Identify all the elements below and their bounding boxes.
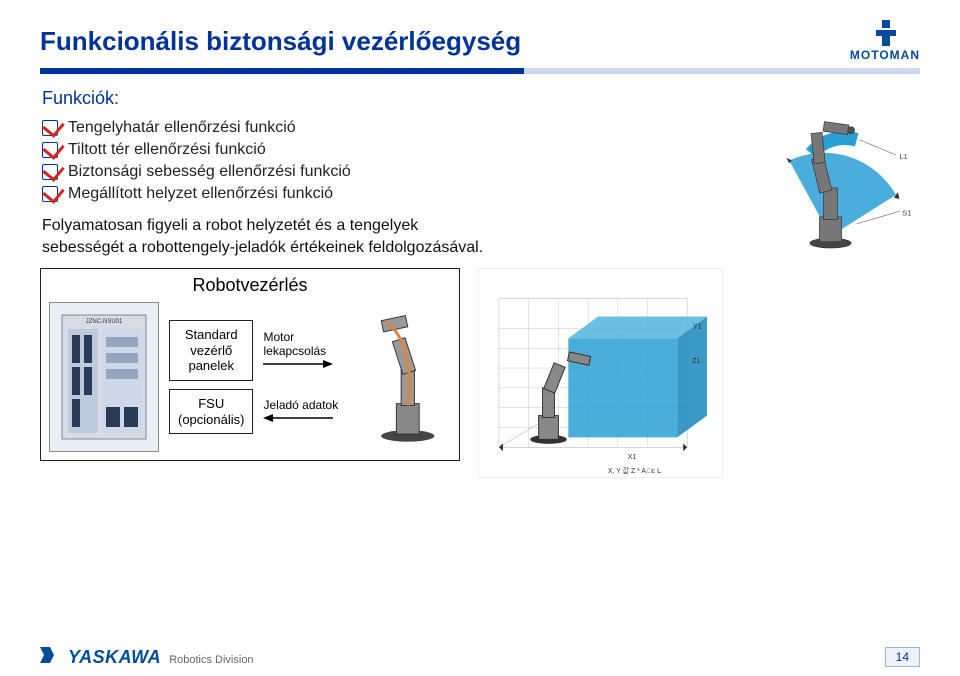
- label-l1: L1: [899, 152, 907, 161]
- cube-shape: [568, 317, 707, 438]
- bullet-item: Megállított helyzet ellenőrzési funkció: [42, 185, 723, 203]
- diagram-title: Robotvezérlés: [49, 275, 451, 296]
- motoman-brand-text: MOTOMAN: [850, 48, 920, 62]
- bullet-list: Tengelyhatár ellenőrzési funkció Tiltott…: [40, 119, 723, 203]
- arrow-left-icon: [263, 412, 333, 424]
- axis-note: X, Y 값 Z * A □c L: [608, 467, 661, 475]
- svg-text:X1: X1: [628, 454, 637, 461]
- footer-division: Robotics Division: [169, 654, 253, 666]
- bullet-text: Tengelyhatár ellenőrzési funkció: [68, 119, 296, 137]
- yaskawa-icon: [40, 647, 60, 663]
- check-icon: [42, 164, 58, 180]
- svg-text:Y1: Y1: [693, 324, 702, 331]
- label-s1: S1: [902, 209, 911, 218]
- footer-company: YASKAWA: [68, 647, 161, 668]
- svg-text:Z1: Z1: [692, 358, 700, 365]
- bullet-text: Tiltott tér ellenőrzési funkció: [68, 141, 266, 159]
- slide-title: Funkcionális biztonsági vezérlőegység: [40, 26, 521, 57]
- cube-zone-figure: Z1 Y1 X1 X, Y 값 Z * A □c L: [478, 268, 723, 478]
- check-icon: [42, 142, 58, 158]
- svg-text:JZNC-NSU01: JZNC-NSU01: [86, 319, 123, 325]
- bullet-item: Biztonsági sebesség ellenőrzési funkció: [42, 163, 723, 181]
- bullet-item: Tengelyhatár ellenőrzési funkció: [42, 119, 723, 137]
- robot-range-figure: L1 S1: [741, 88, 920, 288]
- check-icon: [42, 120, 58, 136]
- control-diagram: Robotvezérlés JZNC-NSU01: [40, 268, 460, 461]
- motoman-icon: [868, 20, 902, 46]
- title-underline: [40, 68, 920, 74]
- panel-standard: Standard vezérlő panelek: [169, 320, 253, 381]
- description-paragraph: Folyamatosan figyeli a robot helyzetét é…: [42, 215, 502, 258]
- controller-photo: JZNC-NSU01: [49, 302, 159, 452]
- check-icon: [42, 186, 58, 202]
- robot-arm-small: [365, 307, 451, 447]
- bullet-text: Biztonsági sebesség ellenőrzési funkció: [68, 163, 351, 181]
- footer: YASKAWA Robotics Division 14: [0, 638, 960, 676]
- arrow-label-top: Motor lekapcsolás: [263, 330, 355, 358]
- arrow-right-icon: [263, 358, 333, 370]
- bullet-item: Tiltott tér ellenőrzési funkció: [42, 141, 723, 159]
- section-label: Funkciók:: [42, 88, 723, 109]
- arrow-label-bottom: Jeladó adatok: [263, 398, 338, 412]
- bullet-text: Megállított helyzet ellenőrzési funkció: [68, 185, 333, 203]
- page-number: 14: [885, 647, 920, 667]
- panel-fsu: FSU (opcionális): [169, 389, 253, 434]
- motoman-logo: MOTOMAN: [850, 20, 920, 62]
